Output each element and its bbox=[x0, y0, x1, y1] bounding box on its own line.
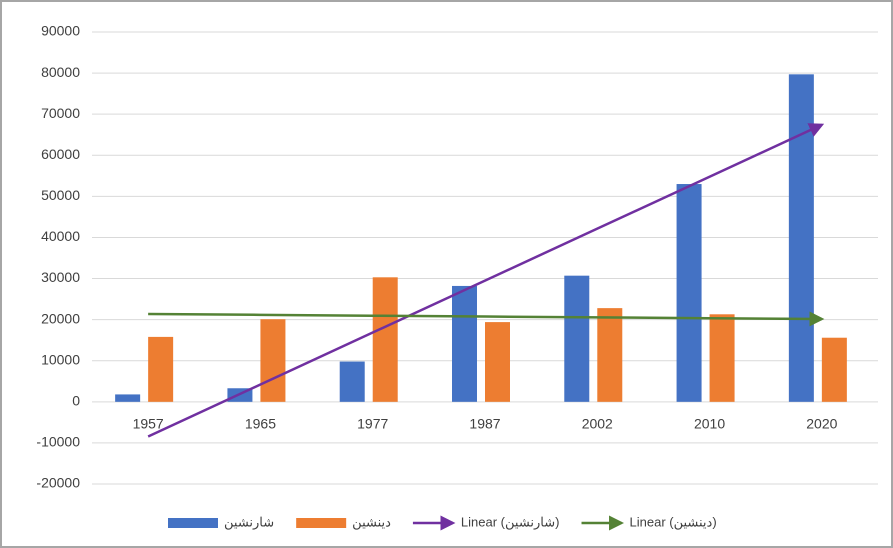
trend-line bbox=[147, 123, 825, 438]
bar bbox=[485, 322, 510, 402]
x-tick-label: 1987 bbox=[469, 416, 500, 432]
x-tick-label: 1965 bbox=[245, 416, 276, 432]
bar bbox=[339, 361, 365, 402]
y-tick-label: 90000 bbox=[41, 23, 80, 39]
legend-label: Linear (شارنشین) bbox=[461, 514, 560, 530]
bar bbox=[452, 285, 477, 402]
legend-swatch bbox=[296, 518, 347, 528]
y-tick-label: 30000 bbox=[41, 269, 80, 285]
legend-label: شارنشین bbox=[224, 514, 274, 530]
y-tick-label: 60000 bbox=[41, 146, 80, 162]
y-tick-label: 10000 bbox=[41, 351, 80, 367]
legend-swatch bbox=[168, 518, 218, 528]
y-tick-label: 20000 bbox=[41, 310, 80, 326]
legend-label: Linear (دینشین) bbox=[630, 514, 717, 530]
bar bbox=[115, 394, 141, 402]
y-tick-label: 50000 bbox=[41, 187, 80, 203]
bar bbox=[564, 275, 590, 402]
y-tick-label: -10000 bbox=[36, 434, 80, 450]
x-tick-label: 2020 bbox=[806, 416, 837, 432]
bar bbox=[148, 336, 174, 402]
bar bbox=[676, 184, 702, 402]
y-tick-label: -20000 bbox=[36, 475, 80, 491]
bar bbox=[260, 319, 286, 402]
bar bbox=[597, 308, 623, 402]
y-tick-label: 80000 bbox=[41, 64, 80, 80]
y-tick-label: 70000 bbox=[41, 105, 80, 121]
bar bbox=[709, 314, 735, 402]
bar bbox=[821, 337, 847, 402]
x-tick-label: 2010 bbox=[694, 416, 725, 432]
x-tick-label: 2002 bbox=[582, 416, 613, 432]
bar bbox=[788, 74, 814, 402]
trend-line bbox=[148, 311, 825, 327]
y-tick-label: 40000 bbox=[41, 228, 80, 244]
x-tick-label: 1977 bbox=[357, 416, 388, 432]
y-tick-label: 0 bbox=[72, 393, 80, 409]
bar bbox=[372, 277, 398, 402]
legend-label: دینشین bbox=[352, 514, 391, 530]
x-tick-label: 1957 bbox=[133, 416, 164, 432]
